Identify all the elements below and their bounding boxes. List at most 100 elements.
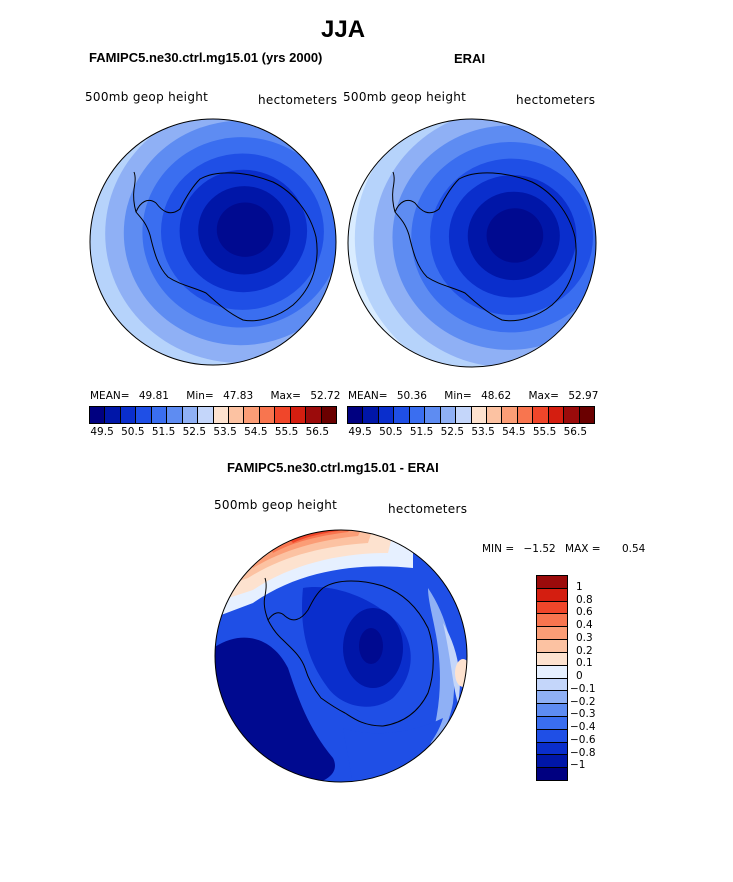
panel1-colorbar-swatch	[105, 407, 121, 423]
panel2-polar-map	[347, 118, 597, 368]
panel3-colorbar-swatch	[537, 665, 567, 679]
panel2-title: ERAI	[454, 51, 486, 66]
panel1-colorbar-swatch	[120, 407, 137, 423]
panel1-colorbar-swatch	[290, 407, 307, 423]
panel2-colorbar-swatch	[425, 407, 441, 423]
panel3-colorbar-swatch	[537, 601, 567, 615]
panel1-map-border	[89, 118, 337, 366]
panel1-colorbar-swatch	[167, 407, 183, 423]
panel1-colorbar-tick-label: 53.5	[213, 426, 237, 438]
panel3-colorbar-swatch	[537, 755, 567, 769]
panel1-colorbar-tick-label: 51.5	[151, 426, 176, 438]
panel3-colorbar-tick-label: −1	[570, 759, 586, 772]
panel3-colorbar-tick-label: 0.8	[576, 593, 593, 606]
panel1-units-label: hectometers	[258, 93, 338, 107]
panel2-map-border	[347, 118, 597, 368]
height-contour-band	[216, 202, 274, 257]
panel1-max-label: Max=	[270, 390, 301, 402]
panel1-antarctica-coastline	[135, 172, 318, 322]
panel3-colorbar-swatch	[537, 691, 567, 705]
panel3-colorbar-swatch	[537, 588, 567, 602]
panel2-colorbar-tick-label: 54.5	[502, 426, 526, 438]
panel1-max-value: 52.72	[310, 390, 341, 402]
figure-title: JJA	[321, 16, 366, 43]
panel2-colorbar-swatch	[517, 407, 534, 423]
panel1-peninsula-coastline	[133, 171, 137, 213]
panel1-colorbar-tick-label: 52.5	[182, 426, 207, 438]
panel3-max-label: MAX =	[565, 543, 601, 555]
panel2-mean-value: 50.36	[396, 390, 427, 402]
panel1-colorbar-swatch	[244, 407, 260, 423]
panel1-colorbar-tick-label: 54.5	[244, 426, 268, 438]
panel1-title: FAMIPC5.ne30.ctrl.mg15.01 (yrs 2000)	[89, 50, 323, 65]
panel2-colorbar-swatch	[394, 407, 410, 423]
panel2-colorbar-tick-label: 53.5	[471, 426, 495, 438]
panel3-colorbar-swatch	[537, 576, 567, 589]
panel2-colorbar-swatch	[579, 407, 594, 423]
panel2-colorbar-swatch	[564, 407, 580, 423]
diff-east-light-band	[428, 588, 455, 753]
panel3-colorbar-tick-label: 0.3	[576, 631, 593, 644]
diff-east-warm-spot	[455, 659, 467, 687]
panel2-colorbar-swatch	[363, 407, 379, 423]
panel1-colorbar-tick-label: 49.5	[90, 426, 114, 438]
panel3-units-label: hectometers	[388, 502, 468, 516]
panel1-colorbar-swatch	[213, 407, 229, 423]
panel3-colorbar-swatch	[537, 704, 567, 717]
panel1-colorbar-tick-label: 56.5	[305, 426, 330, 438]
panel3-colorbar-tick-label: −0.1	[570, 682, 596, 695]
panel3-colorbar-tick-label: 0.4	[576, 619, 593, 631]
panel1-colorbar-swatch	[306, 407, 322, 423]
panel3-colorbar-swatch	[537, 742, 567, 756]
diff-south-mid	[343, 718, 443, 782]
panel2-variable-label: 500mb geop height	[343, 90, 467, 104]
panel3-colorbar-swatch	[537, 614, 567, 628]
diff-central-core	[359, 628, 383, 664]
panel1-colorbar-swatch	[275, 407, 291, 423]
diff-east-lighter-band	[443, 623, 460, 703]
panel2-antarctica-coastline	[394, 172, 577, 322]
panel3-antarctica-coastline	[267, 580, 434, 727]
panel1-colorbar-swatch	[151, 407, 168, 423]
panel3-colorbar-tick-label: −0.4	[570, 721, 596, 733]
panel3-colorbar-tick-label: −0.6	[570, 733, 596, 746]
panel2-colorbar-swatch	[548, 407, 565, 423]
panel3-colorbar-tick-label: −0.8	[570, 746, 596, 759]
panel3-colorbar-swatch	[537, 678, 567, 692]
panel3-map-border	[214, 529, 468, 783]
panel3-colorbar-tick-label: −0.3	[570, 708, 596, 721]
panel2-colorbar-swatch	[486, 407, 503, 423]
panel2-peninsula-coastline	[392, 171, 396, 213]
panel1-colorbar-swatch	[198, 407, 214, 423]
panel3-stats: MIN = −1.52 MAX = 0.54	[482, 543, 645, 555]
panel1-colorbar-swatch	[228, 407, 245, 423]
panel2-colorbar-swatch	[440, 407, 457, 423]
panel3-max-value: 0.54	[621, 543, 646, 555]
panel2-colorbar	[347, 406, 595, 424]
panel2-max-label: Max=	[528, 390, 559, 402]
panel2-colorbar-labels: 49.5 50.5 51.5 52.5 53.5 54.5 55.5 56.5	[347, 426, 593, 440]
panel3-colorbar	[536, 575, 568, 781]
panel1-min-label: Min=	[186, 390, 214, 402]
panel3-colorbar-tick-label: 1	[576, 580, 583, 593]
panel1-mean-value: 49.81	[138, 390, 169, 402]
panel1-colorbar-swatch	[259, 407, 276, 423]
panel1-min-value: 47.83	[223, 390, 254, 402]
panel3-colorbar-tick-label: −0.2	[570, 695, 596, 708]
panel1-colorbar-labels: 49.5 50.5 51.5 52.5 53.5 54.5 55.5 56.5	[89, 426, 335, 440]
panel2-colorbar-swatch	[348, 407, 364, 423]
panel3-colorbar-tick-label: 0	[576, 670, 583, 682]
panel3-colorbar-swatch	[537, 768, 567, 780]
panel3-variable-label: 500mb geop height	[214, 498, 338, 512]
panel2-colorbar-swatch	[378, 407, 395, 423]
panel2-max-value: 52.97	[568, 390, 599, 402]
panel2-mean-label: MEAN=	[348, 390, 388, 402]
panel2-colorbar-swatch	[456, 407, 472, 423]
panel1-colorbar-swatch	[90, 407, 106, 423]
panel3-colorbar-tick-label: 0.1	[576, 657, 593, 670]
panel2-colorbar-swatch	[409, 407, 426, 423]
panel2-colorbar-tick-label: 55.5	[532, 426, 557, 438]
panel2-min-label: Min=	[444, 390, 472, 402]
panel3-peninsula-coastline	[263, 577, 269, 621]
panel1-polar-map	[89, 118, 337, 366]
